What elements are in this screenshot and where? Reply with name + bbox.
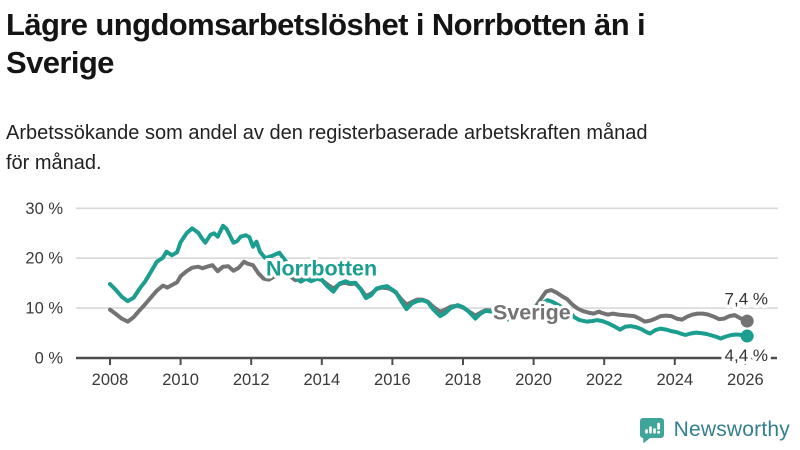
chart-canvas: 0 % 10 % 20 % 30 % 2008 2010 2012 2014 2016 2018 2…	[25, 200, 778, 389]
line-chart: 0 % 10 % 20 % 30 % 2008 2010 2012 2014 2016 2018 2…	[0, 190, 800, 402]
end-value-label-norrbotten: 4,4 %	[725, 346, 768, 365]
x-tick-label-2008: 2008	[92, 371, 129, 389]
x-tick-label-2022: 2022	[586, 371, 623, 389]
series-label-sverige: Sverige	[493, 301, 571, 325]
x-tick-label-2018: 2018	[445, 371, 482, 389]
y-tick-label-20: 20 %	[25, 250, 63, 268]
newsworthy-logo-icon	[639, 418, 664, 443]
x-tick-label-2012: 2012	[233, 371, 270, 389]
y-tick-label-0: 0 %	[35, 350, 64, 368]
newsworthy-logo: Newsworthy	[639, 417, 790, 443]
x-tick-label-2016: 2016	[374, 371, 411, 389]
series-line-norrbotten	[108, 223, 750, 341]
chart-title-line-1: Lägre ungdomsarbetslöshet i Norrbotten ä…	[6, 7, 646, 42]
series-line-sverige	[108, 259, 750, 324]
chart-title-line-2: Sverige	[6, 45, 114, 80]
end-value-label-sverige: 7,4 %	[725, 290, 768, 309]
chart-subtitle-line-2: för månad.	[6, 152, 102, 174]
chart-subtitle: Arbetssökande som andel av den registerb…	[6, 118, 794, 178]
x-tick-label-2014: 2014	[303, 371, 340, 389]
x-tick-label-2010: 2010	[162, 371, 199, 389]
x-tick-label-2026: 2026	[727, 371, 764, 389]
series-end-dot-sverige	[740, 314, 754, 328]
y-tick-label-30: 30 %	[25, 200, 63, 218]
series-label-norrbotten: Norrbotten	[266, 257, 377, 281]
x-tick-label-2020: 2020	[515, 371, 552, 389]
x-tick-label-2024: 2024	[656, 371, 693, 389]
series-end-dot-norrbotten	[740, 329, 754, 343]
chart-subtitle-line-1: Arbetssökande som andel av den registerb…	[6, 122, 648, 144]
chart-title: Lägre ungdomsarbetslöshet i Norrbotten ä…	[6, 6, 794, 82]
y-tick-label-10: 10 %	[25, 300, 63, 318]
newsworthy-logo-text: Newsworthy	[673, 418, 790, 441]
